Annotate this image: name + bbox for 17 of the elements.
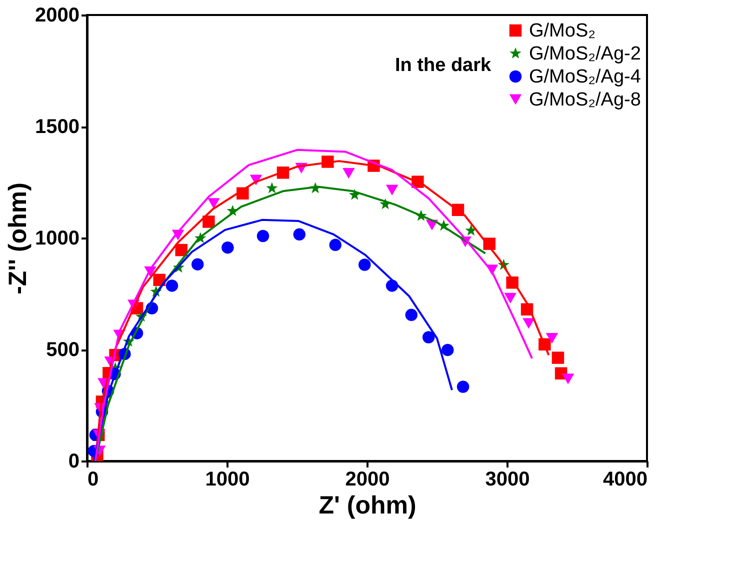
legend-label: G/MoS₂/Ag-8	[529, 90, 641, 110]
legend-label: G/MoS₂/Ag-2	[529, 44, 641, 64]
x-tick-label: 0	[88, 468, 99, 490]
y-axis-title: -Z'' (ohm)	[4, 182, 32, 294]
legend-label: G/MoS₂/Ag-4	[529, 66, 642, 88]
y-tick-label: 1500	[35, 116, 80, 138]
legend-title: In the dark	[395, 55, 492, 76]
y-tick-label: 500	[46, 339, 80, 361]
x-tick-label: 1000	[205, 468, 250, 490]
x-axis-title: Z' (ohm)	[318, 492, 416, 520]
y-tick-label: 0	[68, 450, 80, 472]
y-tick-label: 1000	[35, 228, 80, 250]
legend-label: G/MoS₂	[529, 20, 596, 42]
x-tick-label: 2000	[345, 468, 390, 490]
x-tick-label: 3000	[485, 468, 530, 490]
x-tick-label: 4000	[603, 468, 648, 490]
y-tick-label: 2000	[35, 4, 80, 26]
